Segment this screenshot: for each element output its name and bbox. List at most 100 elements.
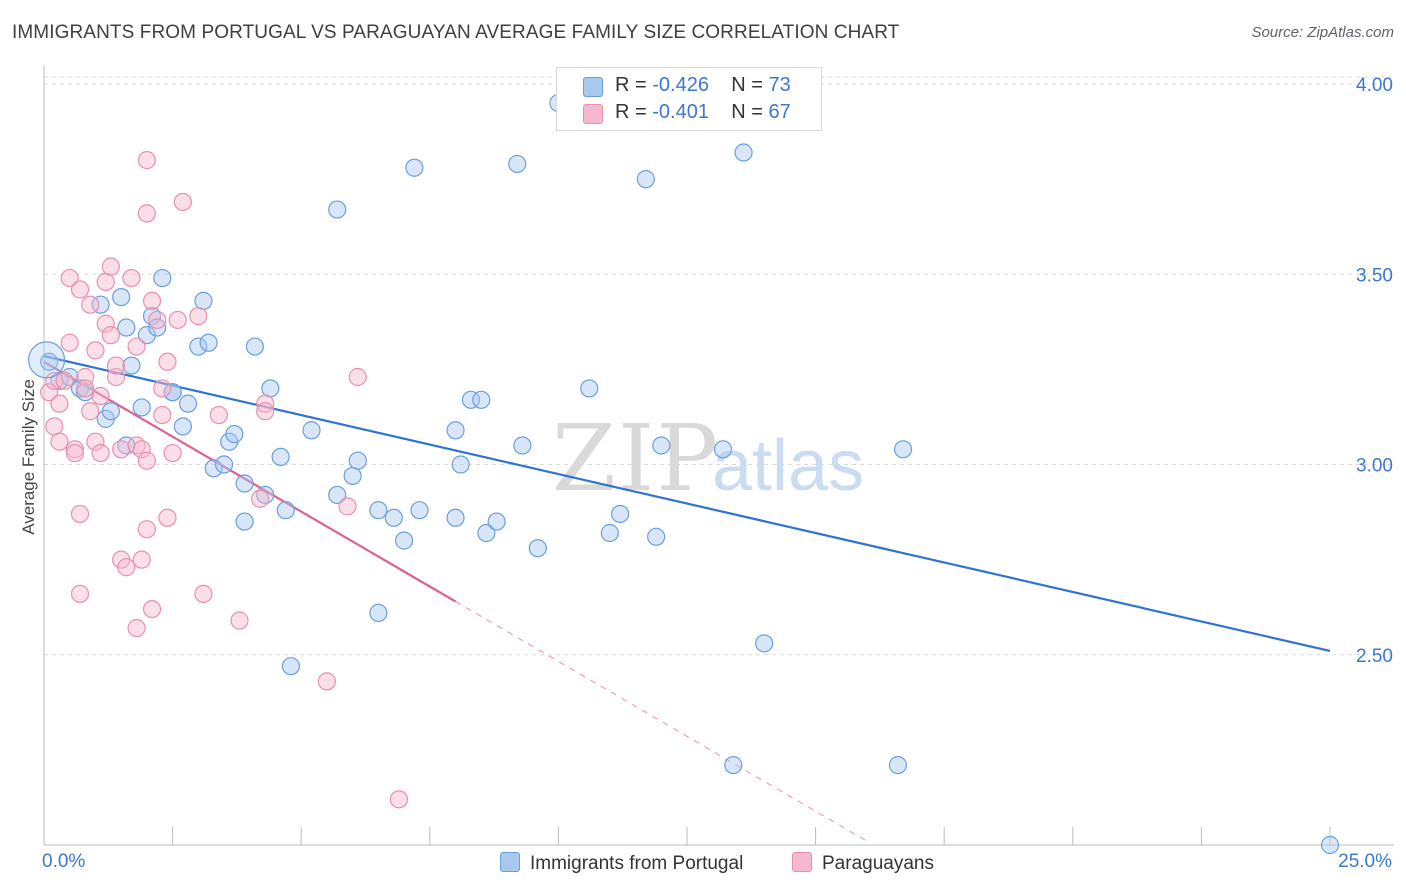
data-point [235, 512, 254, 531]
data-point [1320, 835, 1340, 855]
data-point [70, 280, 90, 299]
data-point [348, 451, 367, 470]
data-point [153, 379, 172, 398]
data-point [137, 520, 156, 539]
data-point [148, 310, 167, 330]
data-point [755, 634, 774, 653]
legend-n-value: 67 [768, 101, 791, 123]
data-point [127, 337, 146, 356]
data-point [153, 268, 172, 288]
data-point [209, 405, 228, 425]
x-tick-label-max: 25.0% [1338, 851, 1392, 872]
data-point [410, 501, 429, 520]
data-point [50, 394, 69, 413]
data-point [168, 310, 187, 330]
data-point [713, 440, 733, 459]
data-point [369, 603, 388, 623]
y-tick-label: 2.50 [1356, 646, 1393, 667]
legend-item-portugal[interactable]: Immigrants from Portugal [500, 852, 743, 878]
data-point [199, 333, 218, 352]
data-point [173, 192, 192, 212]
data-point [893, 440, 913, 459]
legend-item-paraguayans[interactable]: Paraguayans [792, 852, 934, 878]
data-point [405, 158, 424, 177]
data-point [636, 170, 655, 189]
data-point [45, 417, 64, 436]
data-point [45, 371, 64, 390]
data-point [348, 367, 367, 387]
data-point [142, 291, 162, 311]
data-point [389, 790, 409, 809]
data-point [256, 402, 275, 421]
data-point [225, 424, 244, 444]
data-point [477, 523, 496, 543]
data-point [70, 584, 90, 603]
data-point [271, 447, 290, 467]
data-point [250, 489, 270, 508]
data-point [256, 394, 275, 413]
data-point [724, 755, 743, 775]
data-point [65, 440, 84, 459]
trend-line-paraguayans [43, 360, 457, 603]
data-point [132, 398, 151, 417]
data-point [137, 151, 156, 170]
data-point [101, 402, 120, 421]
data-point [189, 307, 208, 326]
data-point [302, 421, 321, 440]
data-point [137, 204, 156, 223]
data-point [96, 314, 115, 333]
legend-r-value: -0.426 [652, 74, 709, 96]
legend-swatch-blue [500, 852, 520, 872]
data-point [122, 268, 141, 288]
data-point [127, 619, 146, 638]
data-point [86, 341, 105, 360]
legend-swatch-blue [583, 77, 603, 97]
data-point [50, 432, 69, 451]
data-point [189, 337, 208, 356]
data-point [338, 497, 357, 516]
data-point [163, 383, 182, 402]
data-point [528, 539, 547, 558]
data-point [142, 599, 162, 619]
x-tick-label-min: 0.0% [42, 851, 86, 872]
y-tick-label: 4.00 [1356, 75, 1393, 96]
data-point [137, 326, 156, 345]
watermark-zip: ZIP [552, 405, 720, 512]
data-point [81, 402, 100, 421]
legend-r-value: -0.401 [652, 101, 709, 123]
legend-swatch-pink [583, 104, 603, 124]
data-point [328, 200, 347, 219]
data-point [888, 755, 908, 775]
data-points [27, 93, 1340, 855]
legend-n-value: 73 [768, 74, 791, 96]
data-point [132, 440, 151, 459]
data-point [101, 257, 120, 276]
watermark-atlas: atlas [712, 426, 864, 506]
gridlines [44, 76, 1394, 656]
data-point [70, 504, 90, 524]
data-point [96, 272, 115, 291]
data-point [106, 356, 126, 375]
data-point [117, 318, 136, 337]
data-point [394, 531, 414, 550]
data-point [148, 318, 167, 337]
data-point [261, 379, 280, 398]
data-point [194, 291, 213, 311]
data-point [76, 383, 95, 402]
data-point [117, 558, 136, 577]
watermark: ZIP atlas [552, 405, 864, 512]
data-point [86, 432, 105, 451]
data-point [230, 611, 249, 630]
data-point [508, 154, 527, 174]
data-point [158, 352, 177, 371]
data-point [652, 436, 671, 455]
trend-line-paraguayans-extension [455, 601, 868, 842]
data-point [132, 550, 151, 569]
data-point [55, 371, 74, 390]
source-credit: Source: ZipAtlas.com [1251, 24, 1394, 41]
data-point [137, 451, 156, 470]
legend-label-paraguayans: Paraguayans [822, 853, 934, 874]
data-point [487, 512, 506, 531]
data-point [27, 341, 66, 379]
